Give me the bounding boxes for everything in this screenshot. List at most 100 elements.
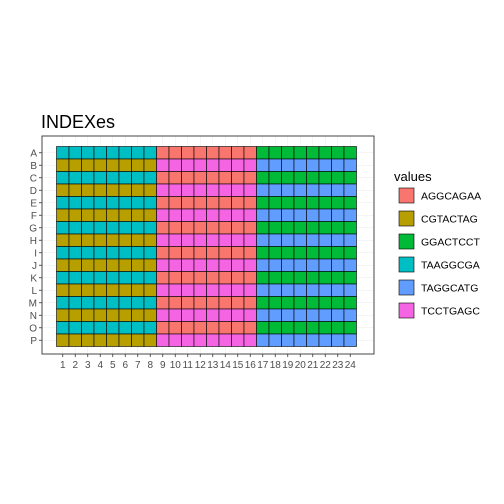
tile-H1	[57, 234, 70, 247]
tile-E16	[244, 197, 257, 210]
tile-M1	[57, 297, 70, 310]
tile-C5	[107, 172, 120, 185]
tile-C21	[307, 172, 320, 185]
x-tick-label: 8	[147, 360, 153, 371]
tile-H7	[132, 234, 145, 247]
tile-D1	[57, 184, 70, 197]
tile-L10	[169, 284, 182, 297]
tile-J18	[269, 259, 282, 272]
tile-G22	[319, 222, 332, 235]
tile-M5	[107, 297, 120, 310]
tile-K17	[257, 272, 270, 285]
tile-K14	[219, 272, 232, 285]
tile-F3	[82, 209, 95, 222]
tile-I8	[144, 247, 157, 260]
tile-F9	[157, 209, 170, 222]
y-tick-label: H	[30, 236, 37, 247]
tile-H8	[144, 234, 157, 247]
tile-P1	[57, 334, 70, 347]
tile-O10	[169, 322, 182, 335]
tile-N17	[257, 309, 270, 322]
tile-E1	[57, 197, 70, 210]
legend-swatch	[399, 211, 414, 226]
tile-C2	[69, 172, 82, 185]
tile-E24	[344, 197, 357, 210]
tile-N22	[319, 309, 332, 322]
y-tick-label: N	[30, 311, 37, 322]
tile-G15	[232, 222, 245, 235]
tile-H16	[244, 234, 257, 247]
tile-A17	[257, 147, 270, 160]
tile-M2	[69, 297, 82, 310]
tile-G5	[107, 222, 120, 235]
tile-M20	[294, 297, 307, 310]
y-tick-label: F	[31, 211, 37, 222]
tile-E20	[294, 197, 307, 210]
tile-B6	[119, 159, 132, 172]
x-tick-label: 11	[183, 360, 194, 371]
tile-K8	[144, 272, 157, 285]
chart-title: INDEXes	[41, 112, 115, 132]
tile-D7	[132, 184, 145, 197]
tile-P19	[282, 334, 295, 347]
tile-L14	[219, 284, 232, 297]
tile-N8	[144, 309, 157, 322]
tile-O19	[282, 322, 295, 335]
tile-K19	[282, 272, 295, 285]
tile-K21	[307, 272, 320, 285]
tile-L4	[94, 284, 107, 297]
tile-D15	[232, 184, 245, 197]
tile-C19	[282, 172, 295, 185]
tile-G20	[294, 222, 307, 235]
tile-N6	[119, 309, 132, 322]
tile-E18	[269, 197, 282, 210]
tile-M6	[119, 297, 132, 310]
tile-D16	[244, 184, 257, 197]
tile-C12	[194, 172, 207, 185]
tile-A22	[319, 147, 332, 160]
tile-J19	[282, 259, 295, 272]
tile-B23	[332, 159, 345, 172]
tile-D23	[332, 184, 345, 197]
tile-N10	[169, 309, 182, 322]
tile-O5	[107, 322, 120, 335]
tile-D22	[319, 184, 332, 197]
tile-P13	[207, 334, 220, 347]
tile-E23	[332, 197, 345, 210]
tile-O8	[144, 322, 157, 335]
tile-P11	[182, 334, 195, 347]
tile-A6	[119, 147, 132, 160]
tile-D19	[282, 184, 295, 197]
tile-C7	[132, 172, 145, 185]
tile-L18	[269, 284, 282, 297]
legend-swatch	[399, 303, 414, 318]
tile-G10	[169, 222, 182, 235]
tile-B5	[107, 159, 120, 172]
legend-label: TCCTGAGC	[421, 306, 480, 318]
tile-E19	[282, 197, 295, 210]
tile-L17	[257, 284, 270, 297]
tile-A18	[269, 147, 282, 160]
tile-P8	[144, 334, 157, 347]
tile-G3	[82, 222, 95, 235]
tile-H12	[194, 234, 207, 247]
tile-I20	[294, 247, 307, 260]
tile-H15	[232, 234, 245, 247]
tile-I17	[257, 247, 270, 260]
tile-G14	[219, 222, 232, 235]
tile-F18	[269, 209, 282, 222]
tile-H11	[182, 234, 195, 247]
tile-B10	[169, 159, 182, 172]
tile-B14	[219, 159, 232, 172]
tile-O16	[244, 322, 257, 335]
x-tick-label: 23	[332, 360, 344, 371]
legend-swatch	[399, 257, 414, 272]
tile-G4	[94, 222, 107, 235]
tile-D8	[144, 184, 157, 197]
tile-N18	[269, 309, 282, 322]
tile-B15	[232, 159, 245, 172]
tile-I22	[319, 247, 332, 260]
tile-M19	[282, 297, 295, 310]
tile-N7	[132, 309, 145, 322]
